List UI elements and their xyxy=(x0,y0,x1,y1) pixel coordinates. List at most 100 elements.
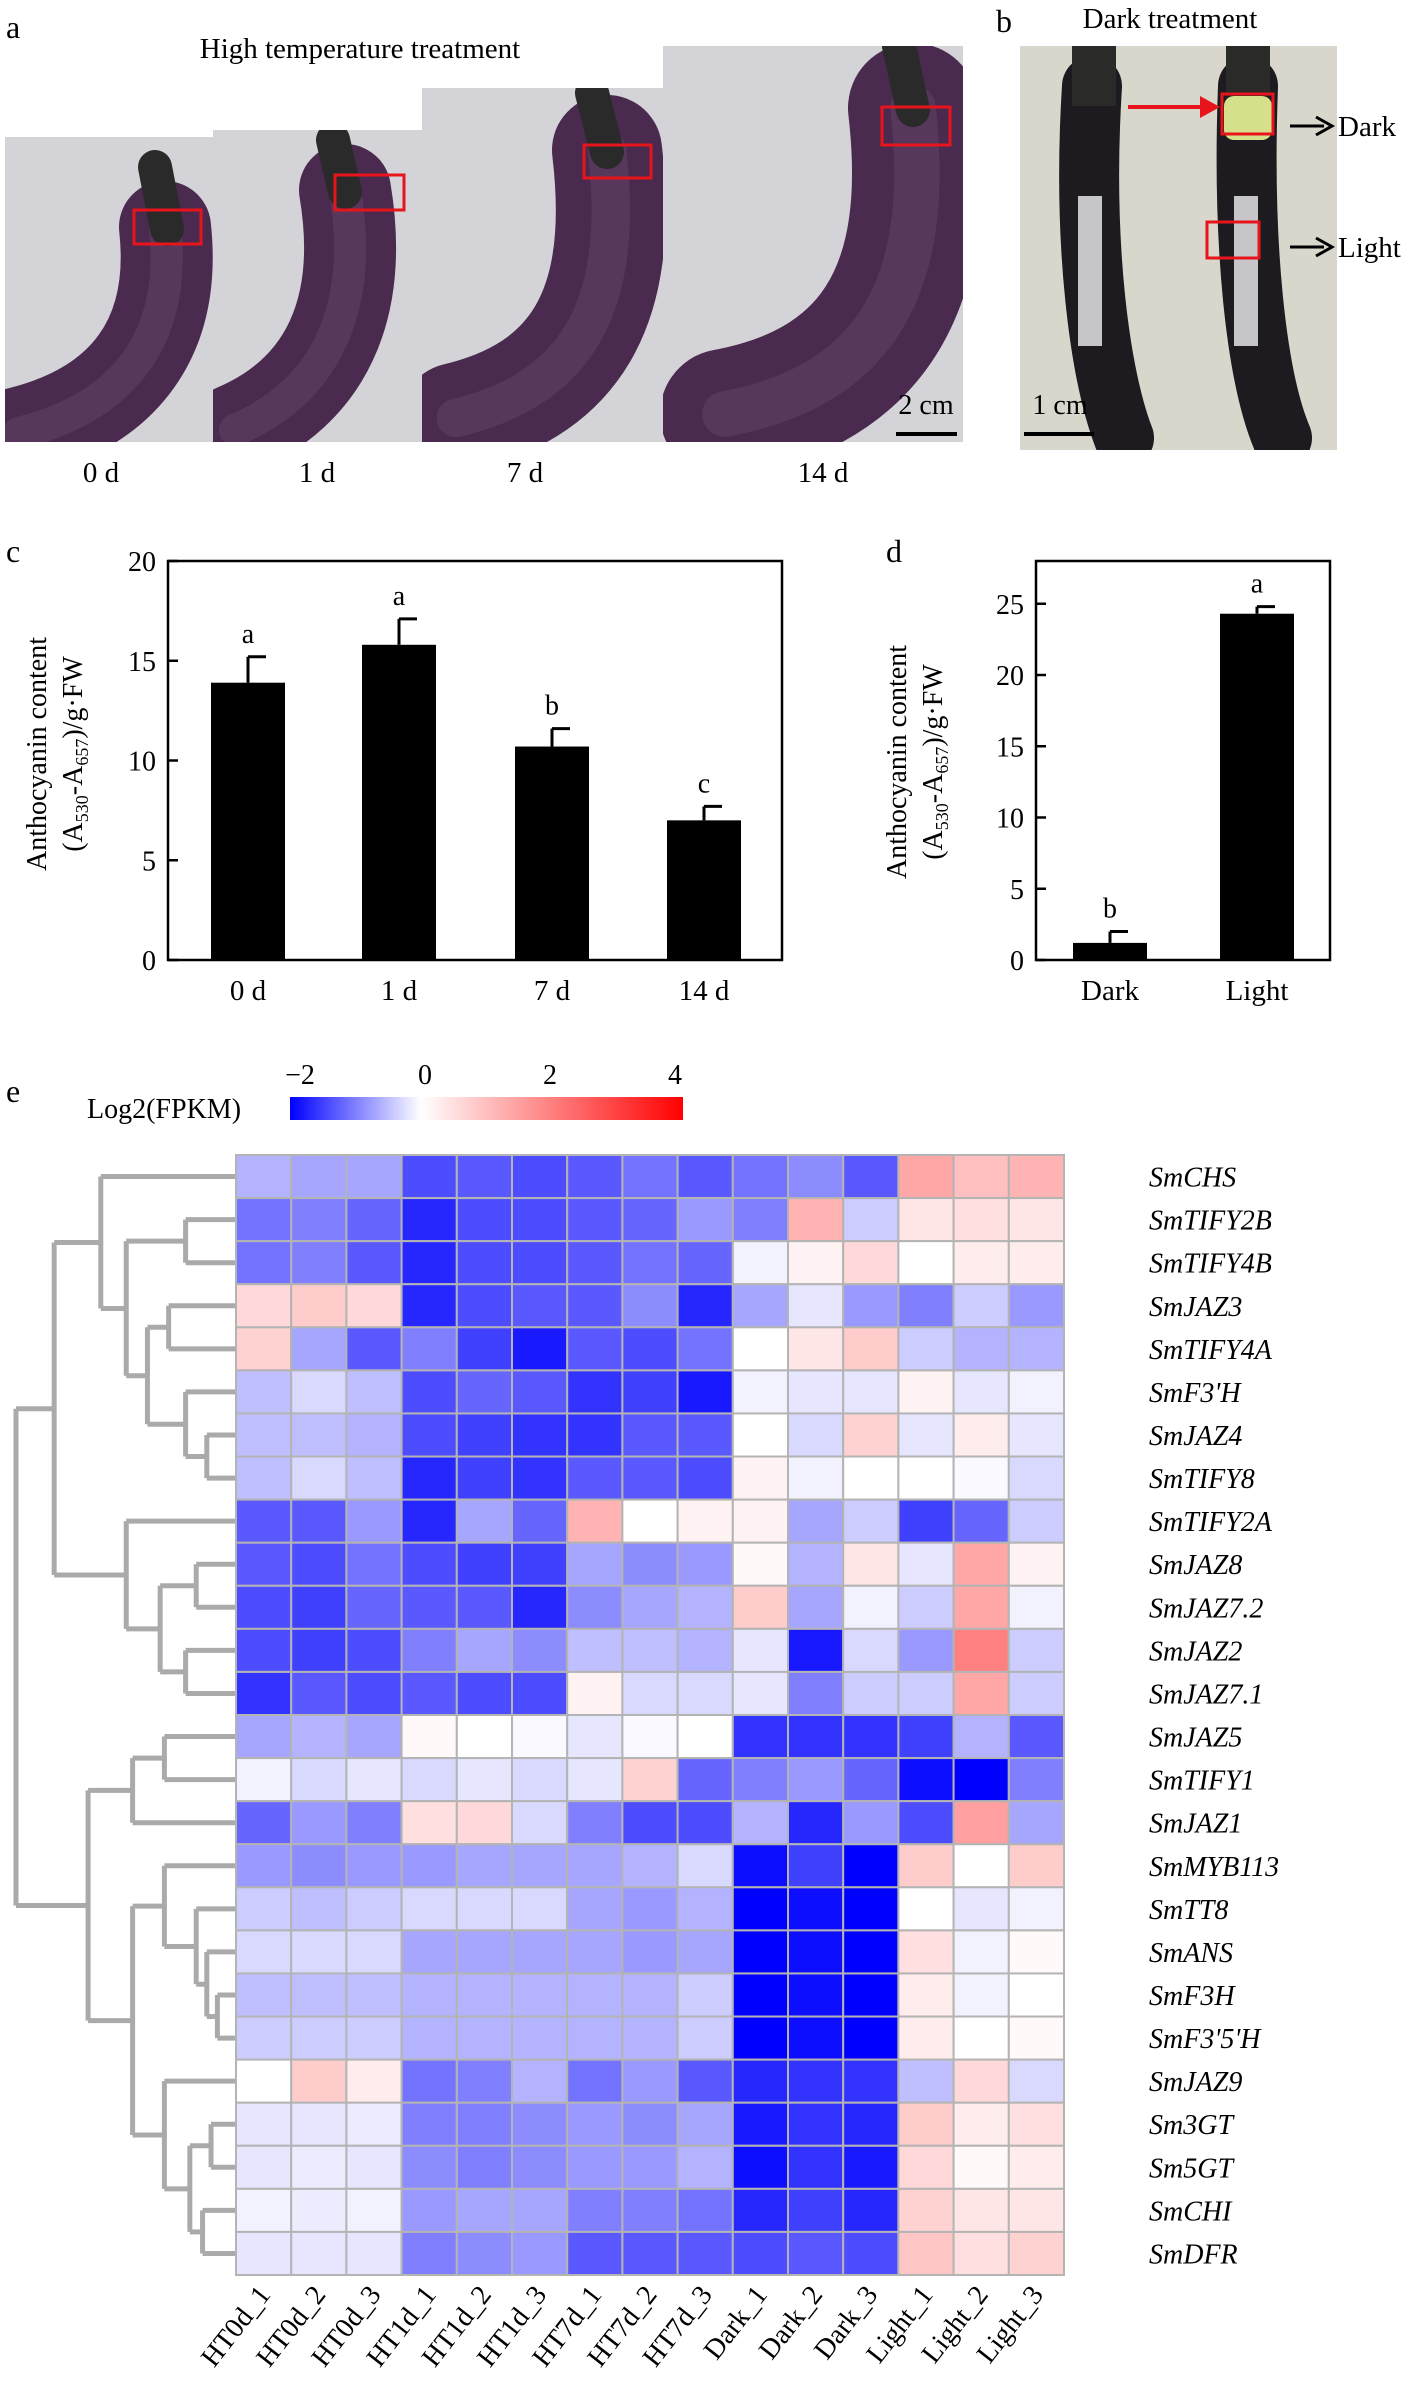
day-label: 7 d xyxy=(507,457,544,489)
heatmap-cell xyxy=(511,1283,569,1329)
heatmap-cell xyxy=(290,1886,348,1932)
heatmap-cell xyxy=(235,2144,293,2190)
heatmap-cell xyxy=(511,1412,569,1458)
gene-label: SmTIFY8 xyxy=(1149,1464,1255,1495)
heatmap-cell xyxy=(511,2144,569,2190)
y-axis-label-part: 530 xyxy=(932,803,952,830)
gene-label: SmF3H xyxy=(1149,1981,1236,2012)
heatmap-cell xyxy=(1007,1886,1065,1932)
heatmap-cell xyxy=(345,1541,403,1587)
heatmap-cell xyxy=(842,1627,900,1673)
heatmap-cell xyxy=(731,1455,789,1501)
heatmap-cell xyxy=(731,1412,789,1458)
heatmap-cell xyxy=(290,2144,348,2190)
heatmap-cell xyxy=(676,1455,734,1501)
heatmap-cell xyxy=(345,2015,403,2061)
heatmap-cell xyxy=(731,1757,789,1803)
heatmap-cell xyxy=(1007,1240,1065,1286)
heatmap-cell xyxy=(731,1283,789,1329)
y-tick-label: 20 xyxy=(128,547,156,578)
heatmap-cell xyxy=(676,1326,734,1372)
heatmap-cell xyxy=(1007,1929,1065,1975)
heatmap-cell xyxy=(566,1240,624,1286)
heatmap-cell xyxy=(842,1240,900,1286)
heatmap-cell xyxy=(952,1326,1010,1372)
heatmap-cell xyxy=(455,1972,513,2018)
heatmap-cell xyxy=(897,1929,955,1975)
heatmap-cell xyxy=(842,1283,900,1329)
heatmap-cell xyxy=(400,1886,458,1932)
heatmap-cell xyxy=(566,1455,624,1501)
heatmap-cell xyxy=(1007,1584,1065,1630)
heatmap-cell xyxy=(290,1154,348,1200)
eggplant-photo xyxy=(422,88,663,442)
heatmap-cell xyxy=(621,1326,679,1372)
heatmap-cell xyxy=(897,1154,955,1200)
heatmap-cell xyxy=(566,2230,624,2277)
heatmap-cell xyxy=(290,1369,348,1415)
gene-label: SmJAZ8 xyxy=(1149,1550,1242,1581)
heatmap-cell xyxy=(511,1240,569,1286)
heatmap-cell xyxy=(897,1326,955,1372)
heatmap-cell xyxy=(897,2101,955,2147)
panel-label-c: c xyxy=(6,533,20,569)
heatmap-cell xyxy=(511,1584,569,1630)
heatmap-cell xyxy=(952,2015,1010,2061)
heatmap-cell xyxy=(511,1197,569,1243)
heatmap-cell xyxy=(842,1326,900,1372)
heatmap-cell xyxy=(787,1498,845,1544)
heatmap-cell xyxy=(676,1240,734,1286)
heatmap-cell xyxy=(511,2058,569,2104)
gene-label: Sm3GT xyxy=(1149,2110,1235,2141)
heatmap-cell xyxy=(621,2144,679,2190)
heatmap-cell xyxy=(290,2230,348,2277)
heatmap-cell xyxy=(290,1326,348,1372)
heatmap-cell xyxy=(842,1197,900,1243)
gene-label: SmJAZ4 xyxy=(1149,1421,1242,1452)
y-tick-label: 20 xyxy=(996,661,1024,692)
heatmap-cell xyxy=(566,2101,624,2147)
heatmap-cell xyxy=(787,2101,845,2147)
heatmap-cell xyxy=(1007,2058,1065,2104)
heatmap-cell xyxy=(455,1541,513,1587)
x-tick-label: 1 d xyxy=(381,975,418,1007)
heatmap-cell xyxy=(842,1670,900,1717)
heatmap-cell xyxy=(511,1972,569,2018)
heatmap-cell xyxy=(621,2058,679,2104)
heatmap-cell xyxy=(290,1584,348,1630)
dark-label: Dark xyxy=(1338,111,1396,143)
heatmap-cell xyxy=(621,1800,679,1846)
heatmap-cell xyxy=(952,1800,1010,1846)
heatmap-cell xyxy=(235,1972,293,2018)
heatmap-cell xyxy=(952,2187,1010,2233)
gene-label: SmTIFY4A xyxy=(1149,1335,1273,1366)
heatmap-cell xyxy=(566,1843,624,1889)
gene-label: Sm5GT xyxy=(1149,2153,1235,2184)
heatmap-cell xyxy=(455,1714,513,1760)
heatmap-cell xyxy=(676,2015,734,2061)
y-tick-label: 10 xyxy=(996,804,1024,835)
heatmap-cell xyxy=(897,1455,955,1501)
heatmap-cell xyxy=(787,1541,845,1587)
heatmap-cell xyxy=(511,1498,569,1544)
heatmap-cell xyxy=(1007,2187,1065,2233)
heatmap-cell xyxy=(1007,1369,1065,1415)
heatmap-cell xyxy=(897,1757,955,1803)
heatmap-cell xyxy=(290,1541,348,1587)
y-axis-label-line2: (A530-A657)/g·FW xyxy=(58,656,92,852)
panel-a-title: High temperature treatment xyxy=(200,33,520,65)
anthocyanin-chart-high-temp: 0 5 10 15 20 a 0 d a 1 d b 7 d c 14 d Anthocyanin con… xyxy=(22,547,784,1007)
heatmap-cell xyxy=(400,2015,458,2061)
heatmap-cell xyxy=(290,1412,348,1458)
heatmap-cell xyxy=(731,2101,789,2147)
heatmap-cell xyxy=(511,1929,569,1975)
heatmap-cell xyxy=(235,2187,293,2233)
heatmap-cell xyxy=(731,1541,789,1587)
heatmap-cell xyxy=(621,2015,679,2061)
gene-label: SmJAZ3 xyxy=(1149,1292,1242,1323)
eggplant-photo xyxy=(213,130,422,442)
heatmap-cell xyxy=(897,1240,955,1286)
heatmap-cell xyxy=(842,1412,900,1458)
heatmap-cell xyxy=(1007,1283,1065,1329)
